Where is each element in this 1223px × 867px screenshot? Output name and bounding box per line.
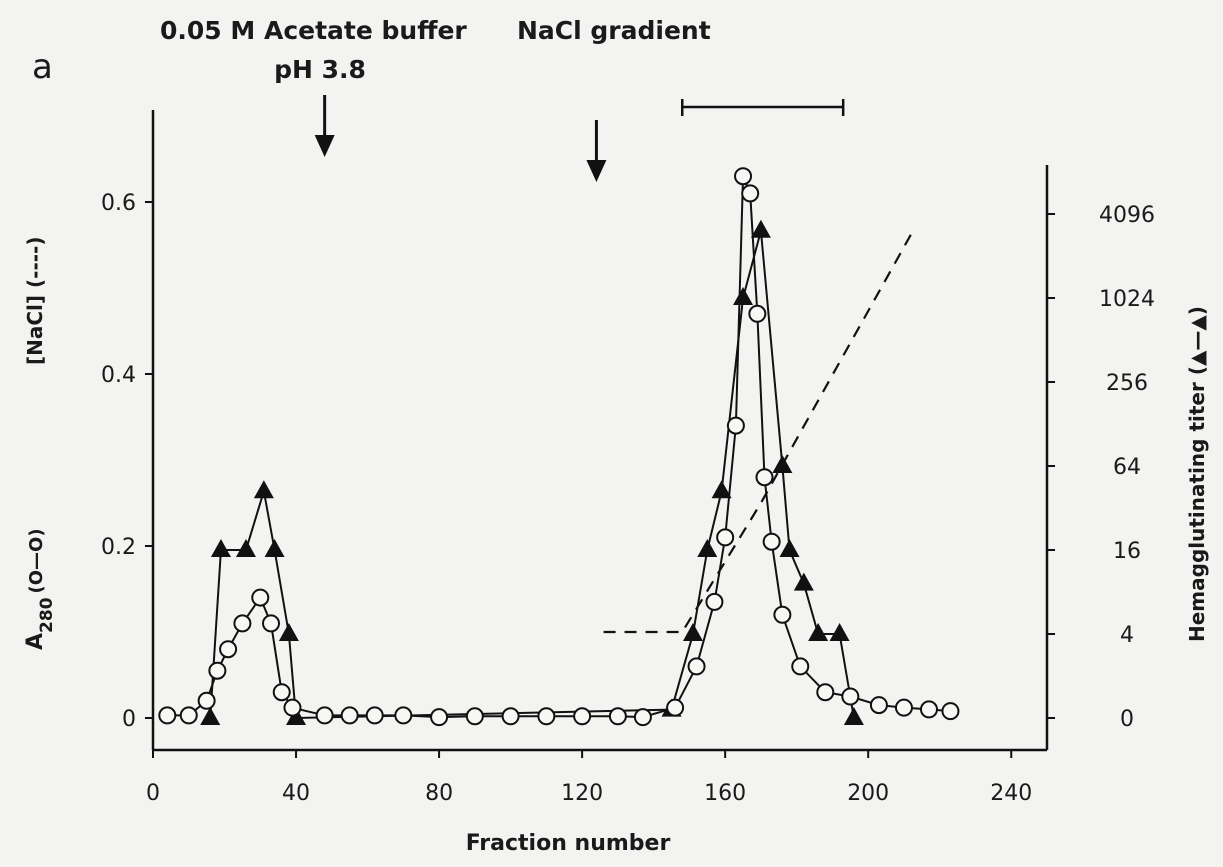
a280-point <box>179 706 198 725</box>
titer-point <box>264 539 285 557</box>
titer-point <box>697 539 718 557</box>
a280-point <box>158 706 177 725</box>
a280-point <box>816 683 835 702</box>
nacl-series-group <box>603 227 916 634</box>
titer-point <box>210 539 231 557</box>
nacl-line <box>603 227 916 634</box>
buffer-arrow-head <box>314 135 335 157</box>
a280-point <box>755 468 774 487</box>
titer-point <box>808 623 829 641</box>
gradient-annotation: NaCl gradient <box>517 16 711 45</box>
a280-point <box>430 708 449 727</box>
a280-point <box>315 706 334 725</box>
right-tick-label: 16 <box>1113 539 1141 564</box>
left-axis-label-sub: 280 <box>37 597 57 633</box>
a280-point <box>262 614 281 633</box>
a280-point <box>841 687 860 706</box>
a280-point <box>465 707 484 726</box>
right-tick-label: 0 <box>1120 707 1134 732</box>
a280-point <box>869 696 888 715</box>
a280-point <box>608 707 627 726</box>
titer-point <box>235 539 256 557</box>
a280-point <box>365 706 384 725</box>
a280-point <box>537 707 556 726</box>
a280-point <box>394 706 413 725</box>
titer-point <box>253 480 274 499</box>
left-axis-label-a: A <box>23 633 48 650</box>
titer-point <box>682 623 703 641</box>
a280-point <box>666 698 685 717</box>
right-axis-label: Hemagglutinating titer (▲—▲) <box>1185 306 1209 642</box>
x-tick-label: 40 <box>282 781 310 806</box>
left-axis-labels: A280 (O—O) [NaCl] (----) <box>23 237 57 651</box>
a280-point <box>734 167 753 186</box>
a280-point <box>687 657 706 676</box>
right-tick-label: 256 <box>1106 371 1148 396</box>
a280-point <box>762 532 781 551</box>
titer-point <box>750 219 771 238</box>
a280-point <box>219 640 238 659</box>
a280-point <box>705 592 724 611</box>
titer-point <box>711 480 732 499</box>
panel-label: a <box>32 47 53 87</box>
left-axis-label-nacl: [NaCl] (----) <box>23 237 47 366</box>
x-tick-label: 80 <box>425 781 453 806</box>
titer-point <box>793 572 814 591</box>
a280-point <box>197 691 216 710</box>
x-tick-label: 240 <box>990 781 1032 806</box>
annotation-group <box>314 95 845 182</box>
a280-point <box>272 683 291 702</box>
titer-point <box>278 623 299 641</box>
a280-point <box>283 698 302 717</box>
titer-point <box>829 623 850 641</box>
titer-point <box>733 287 754 305</box>
a280-point <box>941 702 960 721</box>
left-tick-label: 0.6 <box>101 191 136 216</box>
titer-point <box>772 455 793 473</box>
a280-point <box>791 657 810 676</box>
a280-point <box>501 707 520 726</box>
gradient-arrow-head <box>586 160 607 182</box>
a280-point <box>748 304 767 323</box>
a280-point <box>716 528 735 547</box>
a280-point <box>573 707 592 726</box>
a280-point <box>726 416 745 435</box>
left-tick-label: 0.2 <box>101 535 136 560</box>
titer-point <box>200 707 221 725</box>
a280-point <box>251 588 270 607</box>
right-tick-label: 4096 <box>1099 203 1155 228</box>
x-axis-label: Fraction number <box>466 831 671 856</box>
a280-point <box>894 698 913 717</box>
x-tick-label: 160 <box>704 781 746 806</box>
buffer-annotation-line1: 0.05 M Acetate buffer <box>160 16 467 45</box>
a280-point <box>919 700 938 719</box>
a280-point <box>741 184 760 203</box>
right-tick-label: 1024 <box>1099 287 1155 312</box>
x-tick-label: 0 <box>146 781 160 806</box>
buffer-annotation-line2: pH 3.8 <box>274 55 366 84</box>
left-tick-label: 0 <box>122 707 136 732</box>
a280-series-group <box>158 167 960 727</box>
left-axis-label-a280: A280 (O—O) <box>23 528 57 650</box>
axes-group: 0 40 80 120 160 200 240 0 0.2 0.4 0.6 0 4 16 64 256 1024… <box>101 110 1155 806</box>
right-tick-label: 4 <box>1120 623 1134 648</box>
a280-point <box>208 661 227 680</box>
titer-series-group <box>200 219 864 725</box>
left-tick-label: 0.4 <box>101 363 136 388</box>
a280-point <box>340 706 359 725</box>
a280-point <box>773 605 792 624</box>
titer-point <box>843 707 864 725</box>
a280-point <box>233 614 252 633</box>
x-tick-label: 120 <box>561 781 603 806</box>
x-tick-label: 200 <box>847 781 889 806</box>
titer-point <box>286 707 307 725</box>
left-axis-label-sym: (O—O) <box>26 528 47 593</box>
a280-point <box>633 708 652 727</box>
right-tick-label: 64 <box>1113 455 1141 480</box>
titer-point <box>779 539 800 557</box>
